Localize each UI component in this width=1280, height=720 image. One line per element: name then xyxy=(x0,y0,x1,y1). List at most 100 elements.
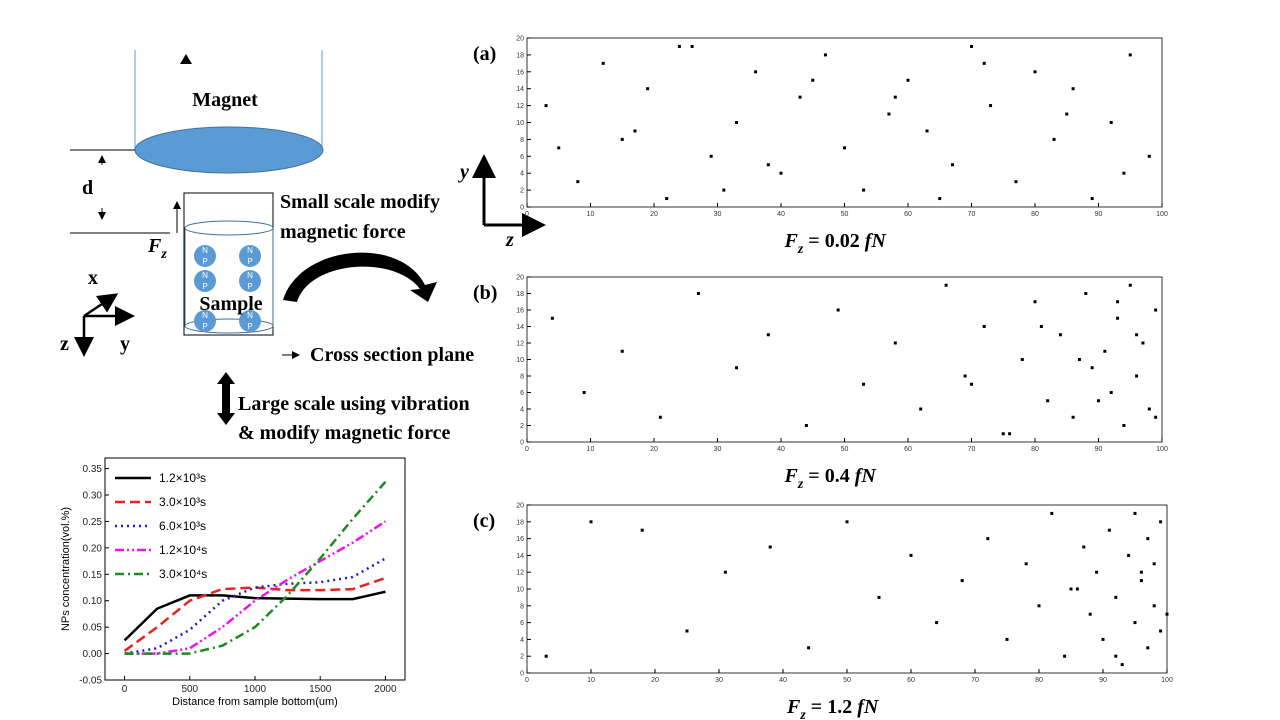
scatter-point xyxy=(1103,349,1107,353)
x-tick-label: 100 xyxy=(1156,446,1168,453)
scatter-point xyxy=(893,95,897,99)
y-tick-label: 16 xyxy=(516,69,524,76)
y-tick-label: 2 xyxy=(520,654,524,661)
scatter-point xyxy=(576,180,580,184)
scatter-point xyxy=(1146,646,1150,650)
legend-label: 6.0×10³s xyxy=(159,519,206,533)
y-tick-label: 0.15 xyxy=(83,570,103,581)
x-tick-label: 80 xyxy=(1031,446,1039,453)
scatter-point xyxy=(766,333,770,337)
legend-label: 1.2×10⁴s xyxy=(159,543,207,557)
caption-symbol: F xyxy=(784,465,799,487)
panel-axis-y: y xyxy=(458,161,469,183)
scatter-point xyxy=(804,424,808,427)
x-tick-label: 0 xyxy=(525,446,529,453)
x-tick-label: 30 xyxy=(714,446,722,453)
gap-label: d xyxy=(82,177,93,199)
x-tick-label: 0 xyxy=(525,677,529,684)
small-scale-line1: Small scale modify xyxy=(280,191,440,213)
np-p: P xyxy=(202,257,207,266)
scatter-point xyxy=(696,292,700,295)
y-tick-label: 4 xyxy=(520,407,524,414)
caption-symbol: F xyxy=(784,230,799,252)
cross-section-label: Cross section plane xyxy=(310,344,474,366)
scatter-point xyxy=(1097,399,1100,403)
series-line xyxy=(124,520,387,655)
x-tick-label: 10 xyxy=(587,446,595,453)
np-n: N xyxy=(202,271,208,280)
scatter-point xyxy=(1020,358,1024,361)
scatter-point xyxy=(1050,511,1054,515)
scatter-point xyxy=(1024,562,1028,566)
scatter-point xyxy=(862,188,866,192)
scatter-point xyxy=(722,188,726,192)
np-p: P xyxy=(202,322,207,331)
y-tick-label: 0.35 xyxy=(83,464,103,475)
axis-x: x xyxy=(88,267,98,289)
scatter-point xyxy=(823,53,827,57)
scatter-point xyxy=(620,137,624,141)
np-n: N xyxy=(202,246,208,255)
y-tick-label: 6 xyxy=(520,390,524,397)
x-tick-label: 10 xyxy=(587,677,595,684)
scatter-point xyxy=(989,104,993,108)
scatter-point xyxy=(690,44,694,48)
x-tick-label: 500 xyxy=(181,684,198,695)
scatter-point xyxy=(1165,612,1169,616)
scatter-point xyxy=(1116,300,1120,304)
panel-label: (a) xyxy=(473,43,496,65)
x-tick-label: 70 xyxy=(968,446,976,453)
panel-caption: Fz = 0.4 fN xyxy=(784,465,878,492)
caption-unit: fN xyxy=(865,230,888,252)
scatter-point xyxy=(1008,432,1012,436)
scatter-point xyxy=(1109,391,1113,394)
x-tick-label: 20 xyxy=(651,677,659,684)
x-tick-label: 40 xyxy=(777,211,785,218)
caption-subscript: z xyxy=(799,708,806,720)
scatter-point xyxy=(887,112,891,116)
scatter-point xyxy=(640,528,644,532)
y-axis-label: NPs concentration(vol.%) xyxy=(60,507,72,631)
legend-label: 3.0×10⁴s xyxy=(159,567,207,581)
y-tick-label: 8 xyxy=(520,603,524,610)
x-tick-label: 0 xyxy=(122,684,128,695)
scatter-point xyxy=(1052,137,1056,141)
scatter-point xyxy=(906,78,910,82)
x-tick-label: 10 xyxy=(587,211,595,218)
scatter-point xyxy=(1127,553,1131,557)
scatter-point xyxy=(665,197,669,201)
y-tick-label: 12 xyxy=(516,341,524,348)
scatter-point xyxy=(1139,579,1143,583)
scatter-point xyxy=(925,129,929,133)
y-tick-label: 18 xyxy=(516,519,524,526)
scatter-point xyxy=(735,121,739,124)
y-tick-label: 8 xyxy=(520,137,524,144)
x-tick-label: 50 xyxy=(843,677,851,684)
plot-frame xyxy=(526,37,1163,208)
scatter-point xyxy=(1033,300,1037,304)
panel-label: (b) xyxy=(473,282,497,304)
y-tick-label: 12 xyxy=(516,103,524,110)
scatter-point xyxy=(735,366,739,370)
scatter-point xyxy=(938,197,942,201)
scatter-point xyxy=(1005,637,1009,641)
np-n: N xyxy=(247,311,253,320)
scatter-point xyxy=(1133,511,1137,515)
scatter-point xyxy=(970,382,973,386)
large-scale-line1: Large scale using vibration xyxy=(238,393,470,415)
y-tick-label: 4 xyxy=(520,637,524,644)
scatter-point xyxy=(843,146,846,150)
y-tick-label: 20 xyxy=(516,36,524,43)
series-line xyxy=(124,480,387,655)
x-tick-label: 0 xyxy=(525,211,529,218)
scatter-point xyxy=(779,171,783,175)
x-tick-label: 100 xyxy=(1156,211,1168,218)
y-tick-label: 2 xyxy=(520,423,524,430)
scatter-point xyxy=(845,520,849,524)
scatter-point xyxy=(1082,545,1086,549)
scatter-point xyxy=(1120,663,1124,667)
scatter-point xyxy=(1159,520,1163,524)
scatter-point xyxy=(1154,308,1158,312)
scatter-point xyxy=(909,553,913,557)
